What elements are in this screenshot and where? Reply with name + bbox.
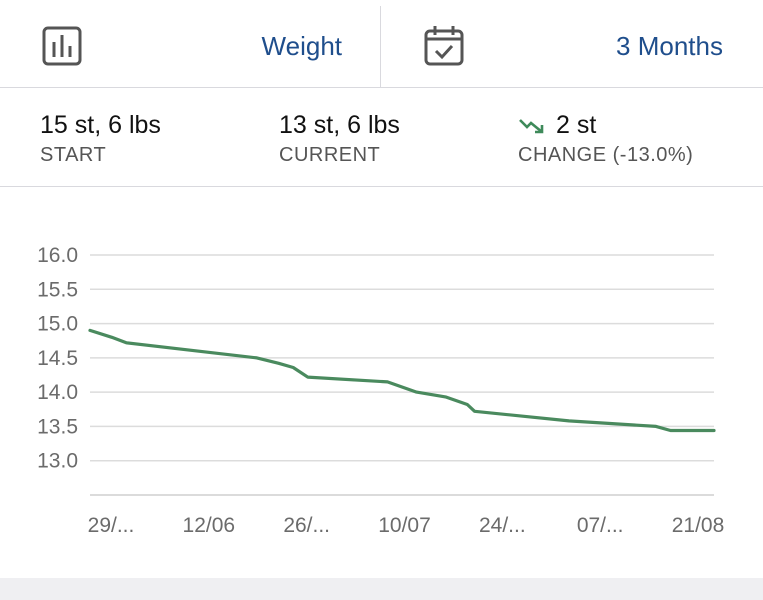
y-tick-label: 16.0 [37,244,78,267]
x-tick-label: 24/... [479,514,526,537]
bottom-strip [0,578,763,600]
change-label: CHANGE (-13.0%) [518,144,694,166]
weight-chart: 16.0 15.5 15.0 14.5 14.0 13.5 13.0 29/... 12/06 2… [0,188,763,578]
x-tick-label: 26/... [283,514,330,537]
current-value: 13 st, 6 lbs [279,111,400,139]
top-bar: Weight 3 Months [0,0,763,88]
current-label: CURRENT [279,144,381,166]
stat-current: 13 st, 6 lbs CURRENT [279,110,400,167]
stat-change: 2 st CHANGE (-13.0%) [518,110,693,167]
y-tick-label: 14.5 [37,347,78,370]
start-value: 15 st, 6 lbs [40,111,161,139]
bar-chart-icon [42,26,82,66]
y-tick-label: 15.0 [37,313,78,336]
y-tick-label: 15.5 [37,278,78,301]
change-value: 2 st [556,111,597,139]
range-selector[interactable]: 3 Months [381,0,763,88]
range-label: 3 Months [616,31,723,61]
y-tick-label: 14.0 [37,381,78,404]
stats-row: 15 st, 6 lbs START 13 st, 6 lbs CURRENT … [0,88,763,187]
x-tick-label: 21/08 [672,514,725,537]
chart-svg: 16.0 15.5 15.0 14.5 14.0 13.5 13.0 29/... 12/06 2… [37,244,725,537]
segment-divider [380,6,381,88]
x-tick-label: 29/... [88,514,135,537]
stat-start: 15 st, 6 lbs START [40,110,161,167]
start-label: START [40,144,107,166]
y-tick-label: 13.5 [37,415,78,438]
metric-label: Weight [261,31,342,61]
x-tick-label: 10/07 [378,514,431,537]
y-tick-label: 13.0 [37,450,78,473]
trend-down-icon [519,119,544,134]
metric-selector[interactable]: Weight [0,0,380,88]
x-tick-label: 07/... [577,514,624,537]
x-tick-label: 12/06 [183,514,236,537]
weight-series-line [88,328,716,433]
calendar-check-icon [424,26,464,66]
